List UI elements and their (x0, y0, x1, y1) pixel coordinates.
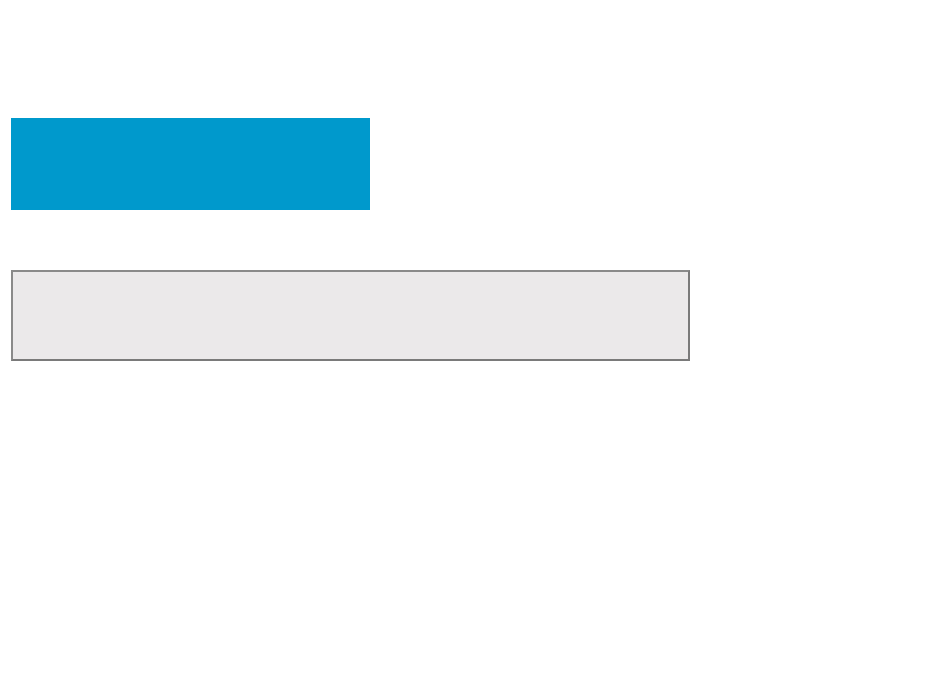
gray-input-field[interactable] (11, 270, 690, 361)
blue-button-block[interactable] (11, 118, 370, 210)
